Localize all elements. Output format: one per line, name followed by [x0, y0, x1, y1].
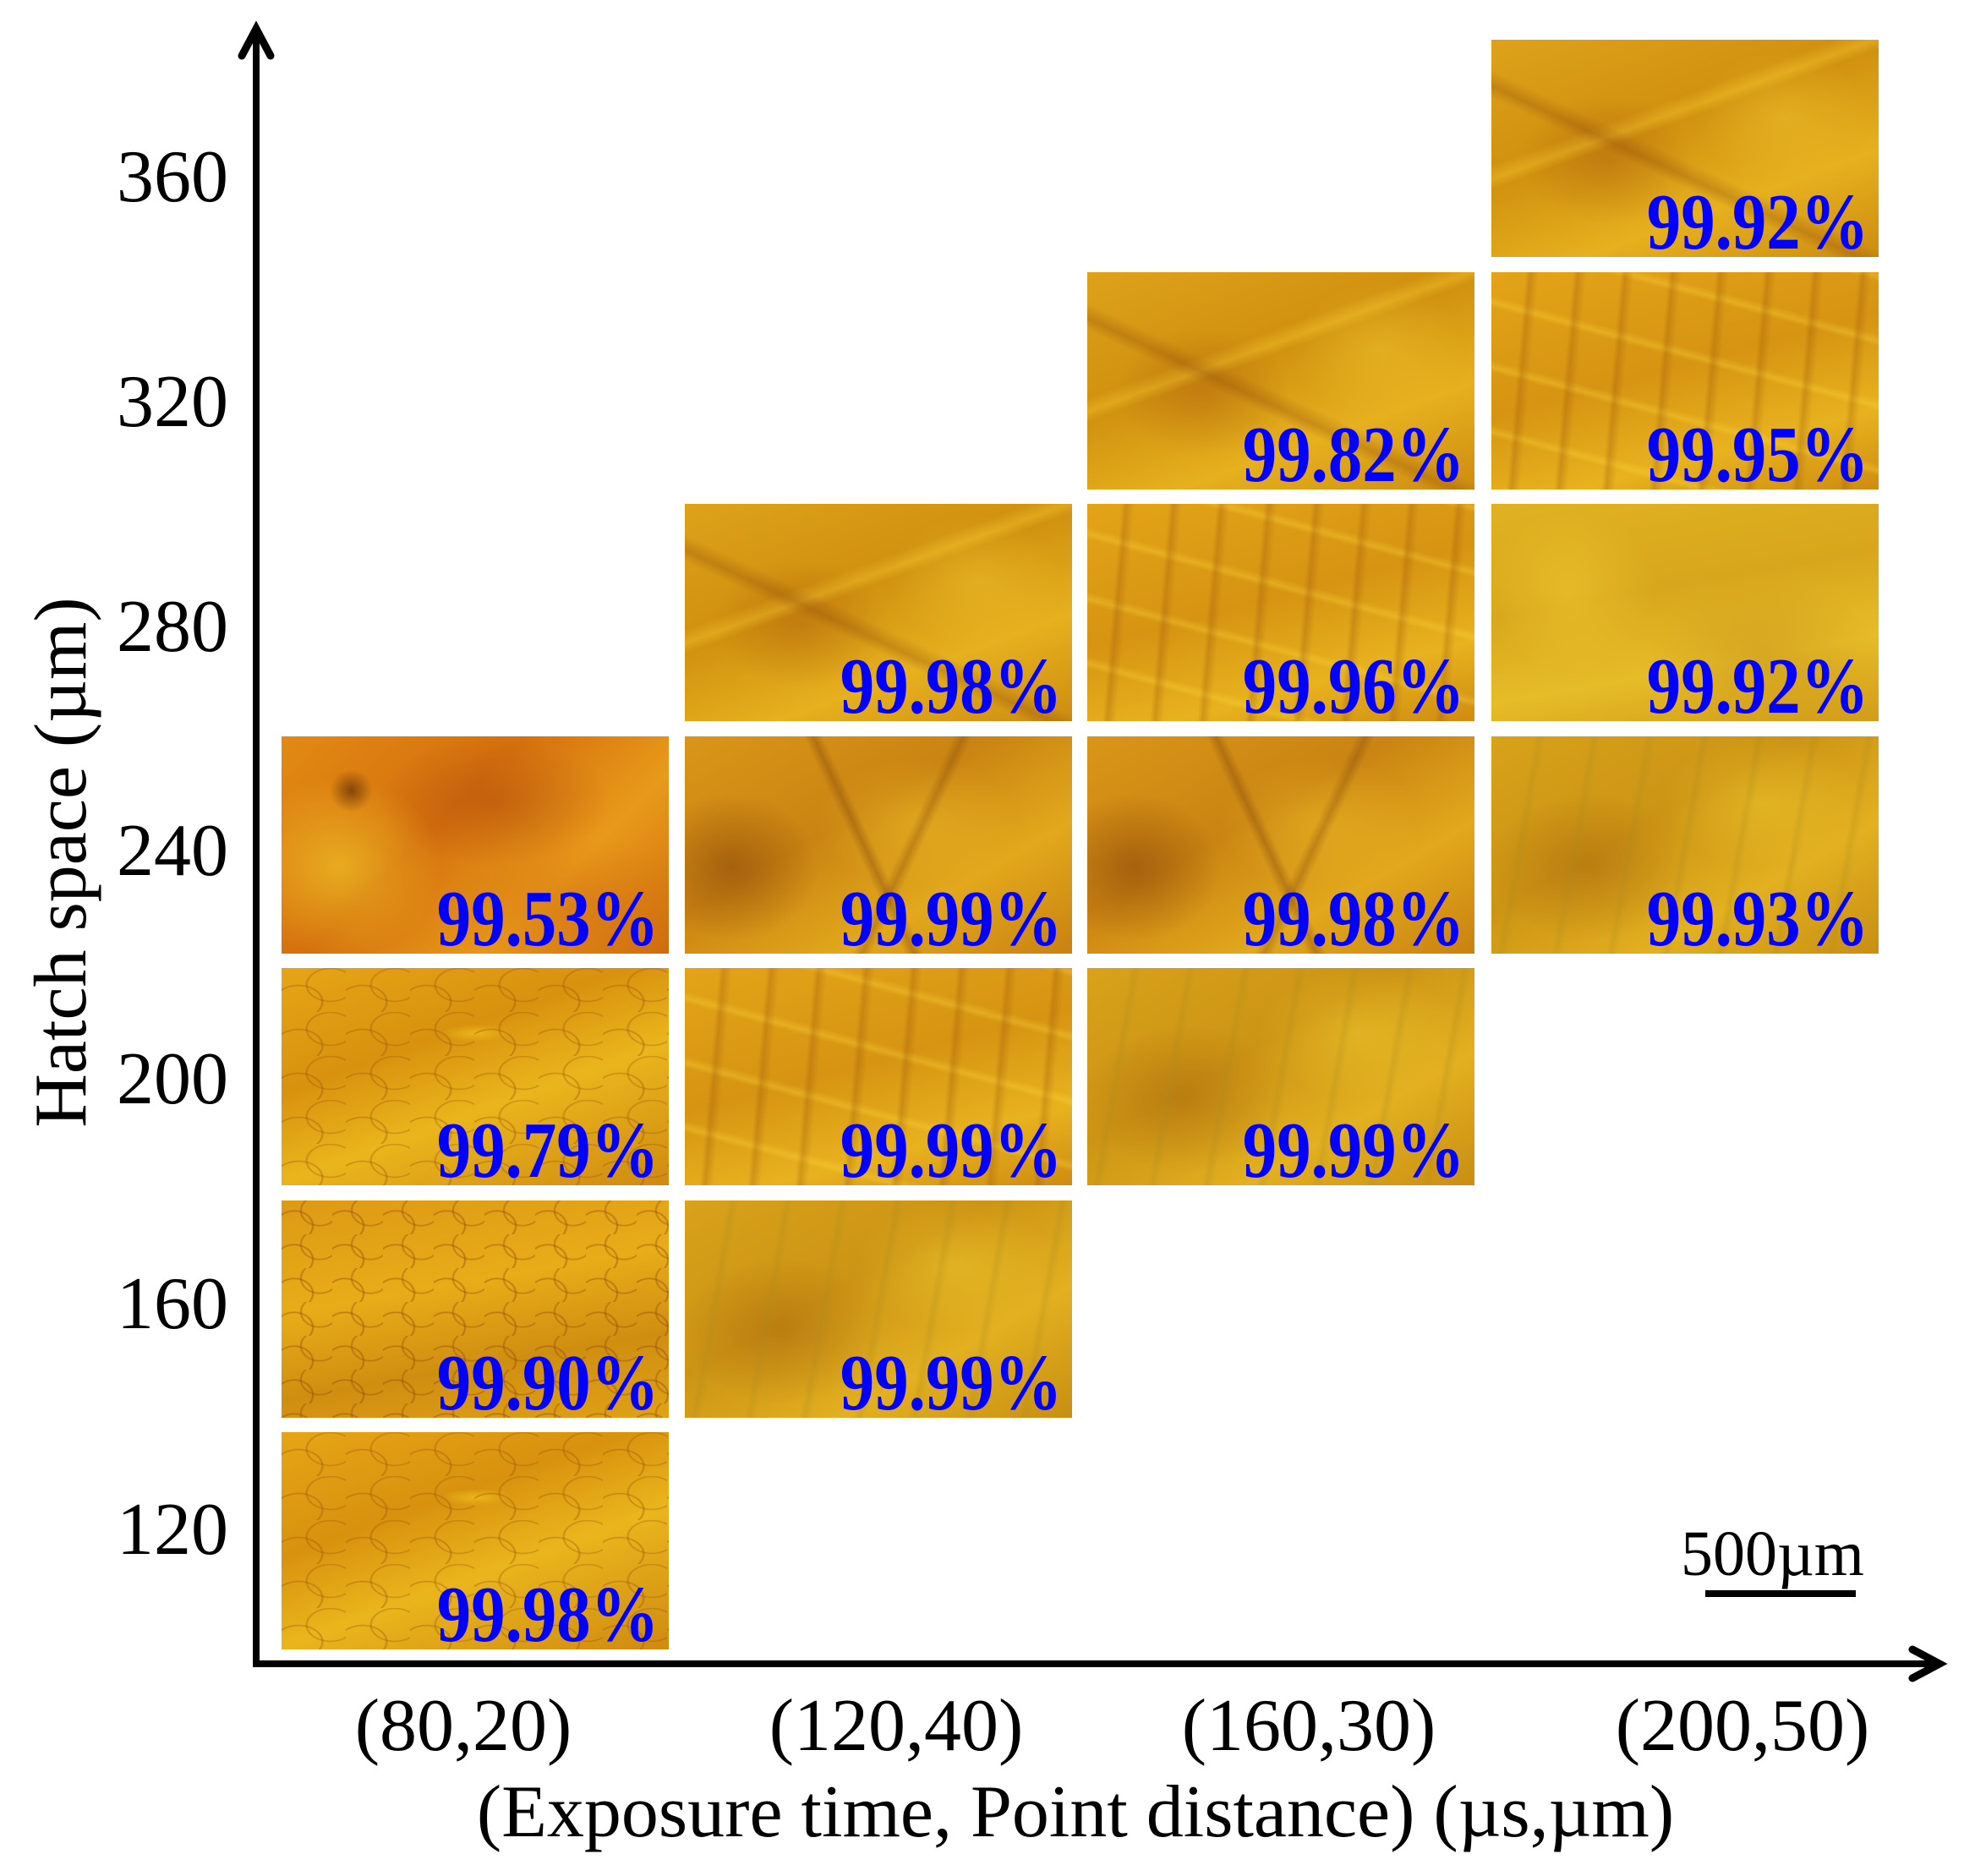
micrograph-tile: 99.96% — [1087, 504, 1474, 721]
micrograph-image — [1491, 504, 1879, 721]
micrograph-image — [1087, 272, 1474, 490]
density-label: 99.82% — [1242, 411, 1464, 490]
micrograph-tile: 99.99% — [685, 1201, 1072, 1418]
micrograph-image — [685, 504, 1072, 721]
micrograph-tile: 99.90% — [282, 1201, 669, 1418]
y-tick-360: 360 — [117, 136, 228, 218]
micrograph-tile: 99.92% — [1491, 504, 1879, 721]
density-label: 99.79% — [436, 1107, 659, 1185]
density-label: 99.90% — [436, 1339, 659, 1418]
micrograph-image — [1087, 504, 1474, 721]
y-tick-120: 120 — [117, 1489, 228, 1571]
micrograph-image — [1491, 736, 1879, 954]
micrograph-image — [1087, 736, 1474, 954]
density-label: 99.96% — [1242, 643, 1464, 721]
x-tick-80-20: (80,20) — [354, 1685, 572, 1767]
micrograph-image — [1491, 40, 1879, 257]
micrograph-image — [282, 1201, 669, 1418]
density-label: 99.99% — [840, 1107, 1062, 1185]
micrograph-image — [282, 736, 669, 954]
density-label: 99.92% — [1646, 178, 1868, 257]
x-tick-200-50: (200,50) — [1615, 1685, 1870, 1767]
y-tick-200: 200 — [117, 1038, 228, 1120]
density-label: 99.98% — [436, 1571, 659, 1649]
x-axis-arrowhead-icon — [1908, 1645, 1948, 1682]
y-axis-arrowhead-icon — [238, 20, 275, 60]
micrograph-tile: 99.79% — [282, 968, 669, 1185]
density-label: 99.99% — [1242, 1107, 1464, 1185]
y-tick-320: 320 — [117, 361, 228, 443]
micrograph-image — [1087, 968, 1474, 1185]
x-tick-160-30: (160,30) — [1181, 1685, 1436, 1767]
density-label: 99.93% — [1646, 875, 1868, 954]
density-label: 99.95% — [1646, 411, 1868, 490]
density-label: 99.53% — [436, 875, 659, 954]
y-tick-280: 280 — [117, 586, 228, 668]
micrograph-image — [685, 736, 1072, 954]
micrograph-tile: 99.98% — [685, 504, 1072, 721]
density-label: 99.99% — [840, 1339, 1062, 1418]
micrograph-tile: 99.99% — [1087, 968, 1474, 1185]
micrograph-tile: 99.95% — [1491, 272, 1879, 490]
scale-bar-label: 500µm — [1681, 1518, 1864, 1589]
density-label: 99.98% — [840, 643, 1062, 721]
micrograph-image — [282, 968, 669, 1185]
micrograph-tile: 99.99% — [685, 968, 1072, 1185]
micrograph-tile: 99.82% — [1087, 272, 1474, 490]
micrograph-tile: 99.92% — [1491, 40, 1879, 257]
micrograph-tile: 99.98% — [282, 1432, 669, 1649]
micrograph-tile: 99.93% — [1491, 736, 1879, 954]
y-axis-title: Hatch space (µm) — [20, 597, 102, 1128]
scale-bar — [1705, 1590, 1856, 1597]
density-label: 99.98% — [1242, 875, 1464, 954]
micrograph-tile: 99.53% — [282, 736, 669, 954]
micrograph-image — [685, 968, 1072, 1185]
micrograph-image — [282, 1432, 669, 1649]
micrograph-tile: 99.98% — [1087, 736, 1474, 954]
x-axis-title: (Exposure time, Point distance) (µs,µm) — [476, 1771, 1675, 1853]
y-tick-240: 240 — [117, 810, 228, 892]
y-tick-160: 160 — [117, 1263, 228, 1345]
density-label: 99.92% — [1646, 643, 1868, 721]
density-label: 99.99% — [840, 875, 1062, 954]
micrograph-image — [1491, 272, 1879, 490]
micrograph-tile: 99.99% — [685, 736, 1072, 954]
x-tick-120-40: (120,40) — [769, 1685, 1024, 1767]
micrograph-image — [685, 1201, 1072, 1418]
